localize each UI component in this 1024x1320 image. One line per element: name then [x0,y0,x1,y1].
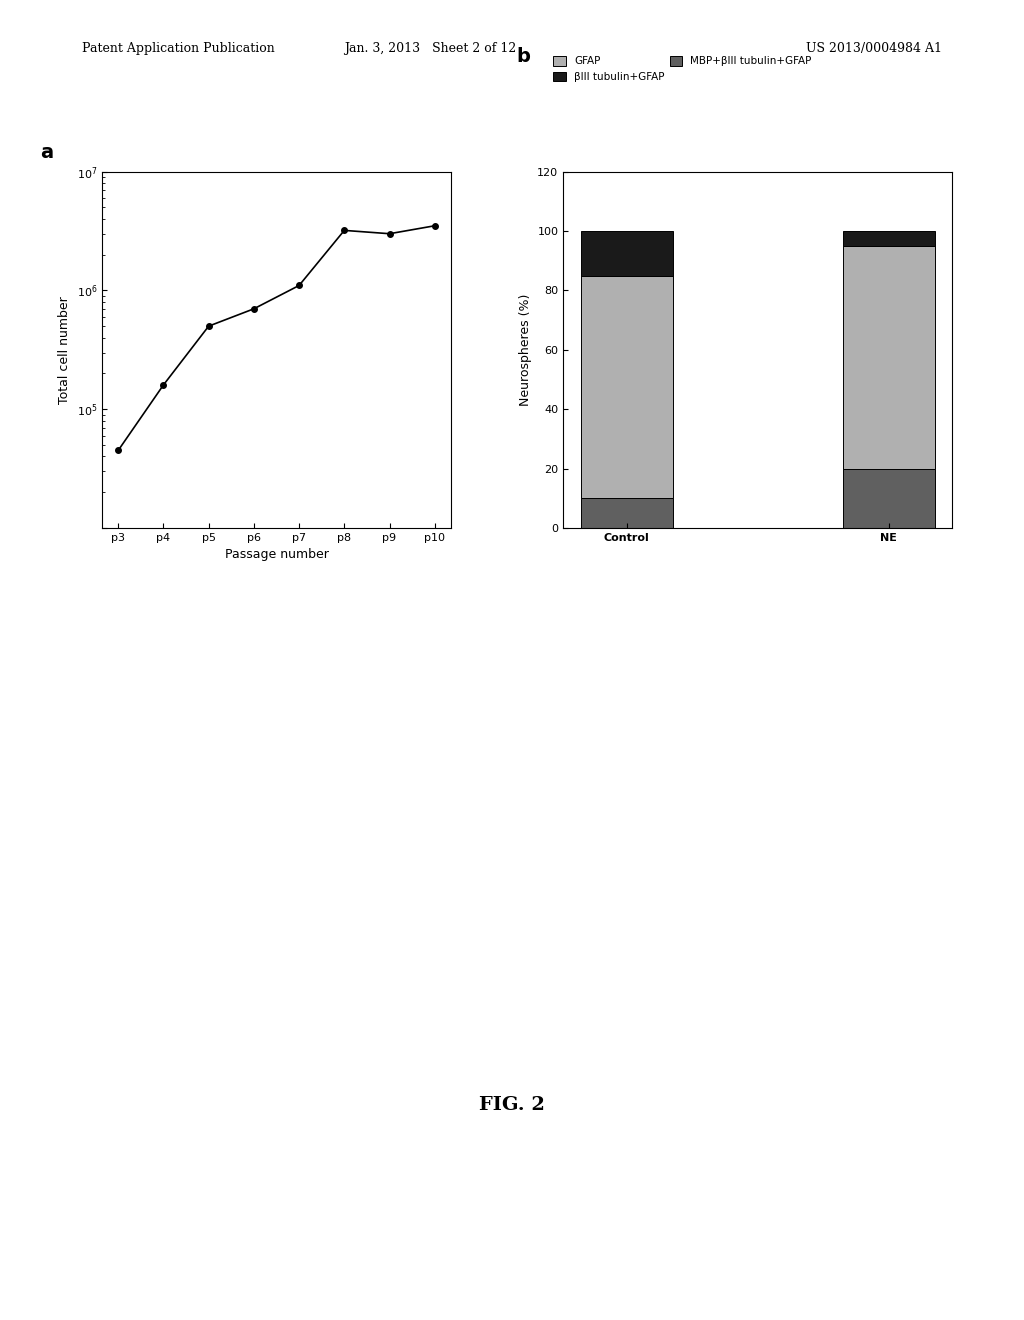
Text: a: a [40,143,53,162]
Text: Jan. 3, 2013   Sheet 2 of 12: Jan. 3, 2013 Sheet 2 of 12 [344,42,516,55]
Bar [843,246,935,469]
Text: Control: Control [86,894,131,903]
Text: c: c [80,649,89,664]
Text: b: b [516,46,530,66]
Bar [581,231,673,276]
Bar [843,231,935,246]
Text: US 2013/0004984 A1: US 2013/0004984 A1 [806,42,942,55]
Bar [581,498,673,528]
Y-axis label: Total cell number: Total cell number [58,296,72,404]
Y-axis label: Neurospheres (%): Neurospheres (%) [519,293,531,407]
Text: NE: NE [393,894,410,903]
Text: d: d [387,649,398,664]
Bar [581,276,673,498]
Text: FIG. 2: FIG. 2 [479,1096,545,1114]
Bar [843,469,935,528]
X-axis label: Passage number: Passage number [224,548,329,561]
Legend: GFAP, βIII tubulin+GFAP, MBP+βIII tubulin+GFAP: GFAP, βIII tubulin+GFAP, MBP+βIII tubuli… [549,51,816,86]
Text: e: e [694,649,705,664]
Text: Patent Application Publication: Patent Application Publication [82,42,274,55]
